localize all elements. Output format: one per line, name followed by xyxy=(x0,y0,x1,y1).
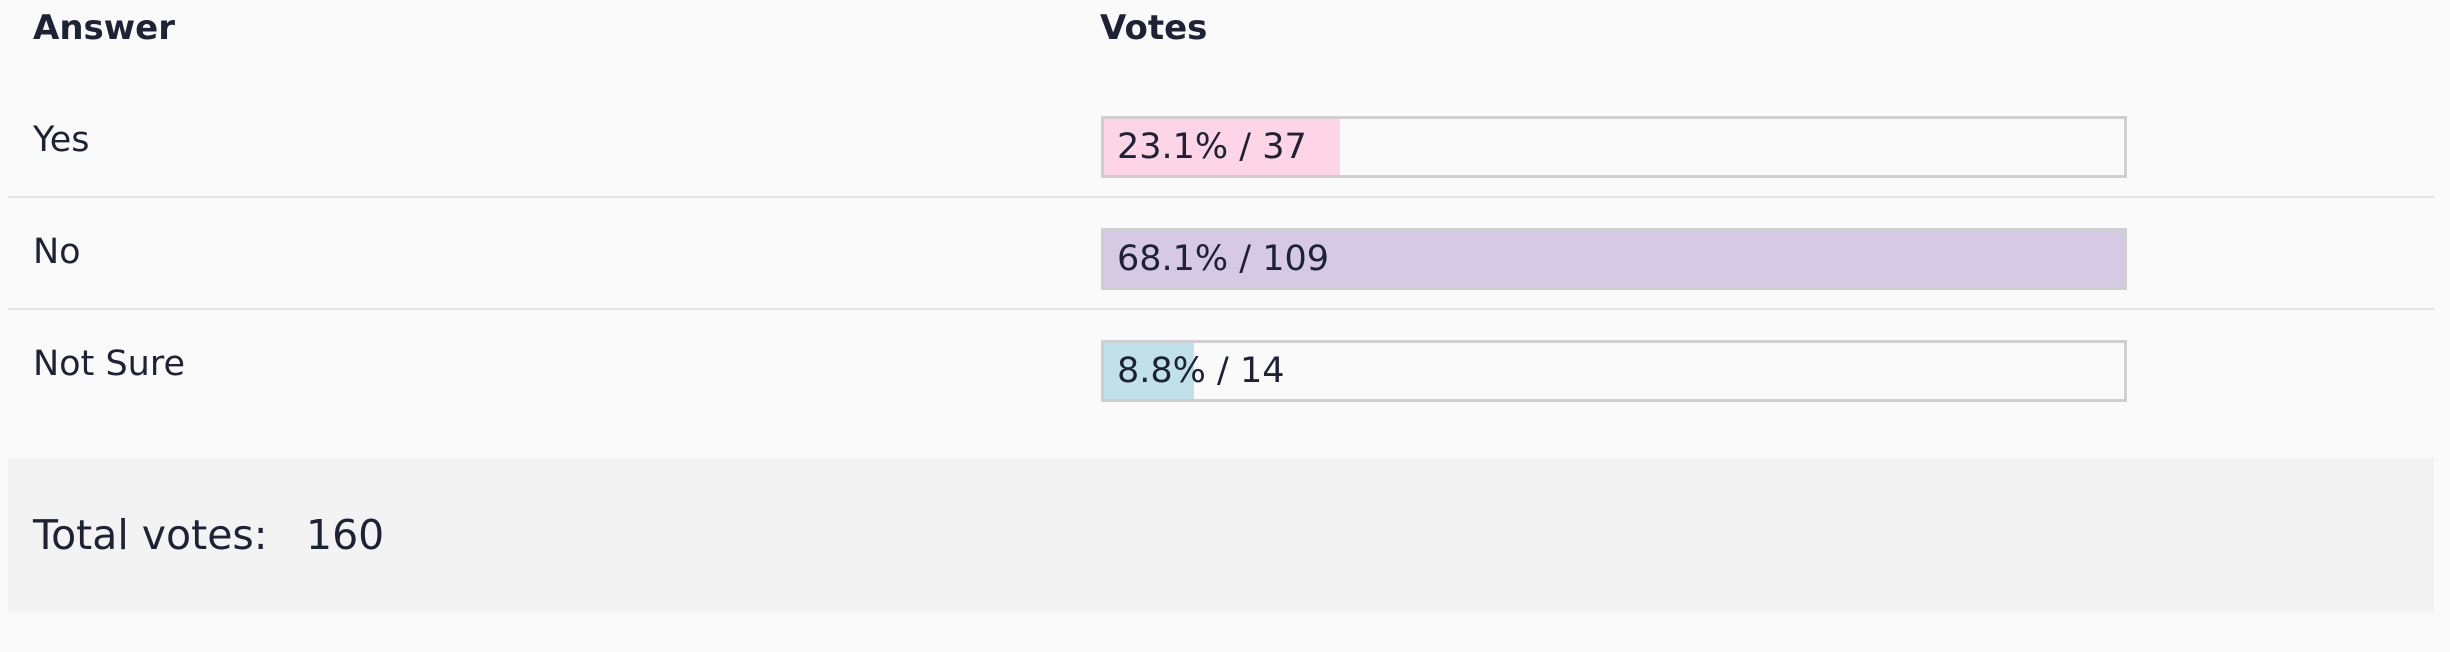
votes-text: 68.1% / 109 xyxy=(1117,239,1330,279)
poll-row-yes: Yes 23.1% / 37 xyxy=(8,84,2434,198)
votes-text: 23.1% / 37 xyxy=(1117,127,1307,167)
votes-bar: 68.1% / 109 xyxy=(1101,228,2127,290)
table-header: Answer Votes xyxy=(0,0,2450,56)
answer-label: Not Sure xyxy=(33,344,185,384)
votes-bar: 23.1% / 37 xyxy=(1101,116,2127,178)
votes-bar-fill xyxy=(1104,231,2124,287)
answer-label: Yes xyxy=(33,120,90,160)
votes-bar: 8.8% / 14 xyxy=(1101,340,2127,402)
answer-label: No xyxy=(33,232,81,272)
total-votes-value: 160 xyxy=(306,511,385,559)
answer-column-header: Answer xyxy=(33,8,175,48)
total-votes-label: Total votes: xyxy=(33,511,268,559)
votes-bar-fill xyxy=(1104,119,1340,175)
votes-column-header: Votes xyxy=(1100,8,1208,48)
votes-bar-fill xyxy=(1104,343,1194,399)
poll-row-no: No 68.1% / 109 xyxy=(8,196,2434,310)
total-votes-panel: Total votes: 160 xyxy=(8,458,2434,612)
poll-row-not-sure: Not Sure 8.8% / 14 xyxy=(8,308,2434,420)
votes-text: 8.8% / 14 xyxy=(1117,351,1285,391)
